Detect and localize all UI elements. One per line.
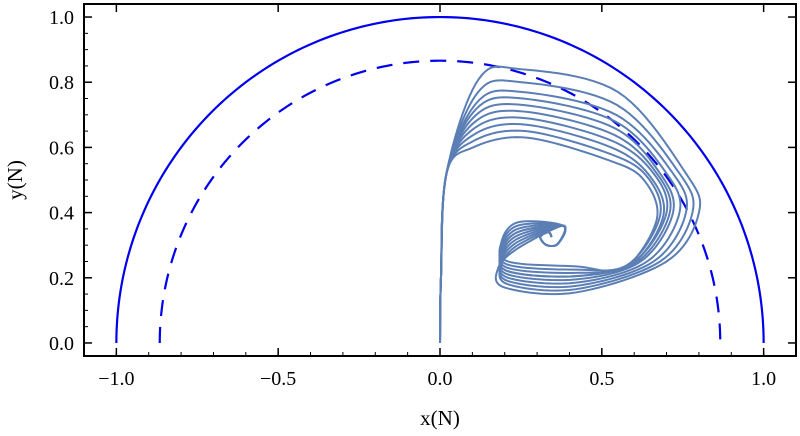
y-tick-label: 0.4: [49, 203, 74, 225]
y-tick-label: 1.0: [49, 7, 74, 29]
y-tick-label: 0.8: [49, 72, 74, 94]
trajectory-line-10: [439, 136, 659, 343]
y-tick-label: 0.0: [49, 333, 74, 355]
x-tick-label: 0.0: [428, 368, 453, 390]
unit-semicircle-series: [115, 15, 765, 343]
x-tick-label: 1.0: [751, 368, 776, 390]
x-tick-label: −0.5: [260, 368, 296, 390]
y-tick-label: 0.2: [49, 268, 74, 290]
x-tick-label: 0.5: [589, 368, 614, 390]
y-axis-label: y(N): [3, 160, 27, 200]
plot-layer: [115, 15, 765, 343]
x-tick-label: −1.0: [98, 368, 134, 390]
dashed-semicircle-series: [158, 59, 722, 343]
x-axis-label: x(N): [420, 406, 460, 430]
ticks-layer: −1.0 −0.5 0.0 0.5 1.0 0.0 0.2 0.4 0.6 0.8 1.0: [49, 4, 796, 390]
y-tick-label: 0.6: [49, 137, 74, 159]
